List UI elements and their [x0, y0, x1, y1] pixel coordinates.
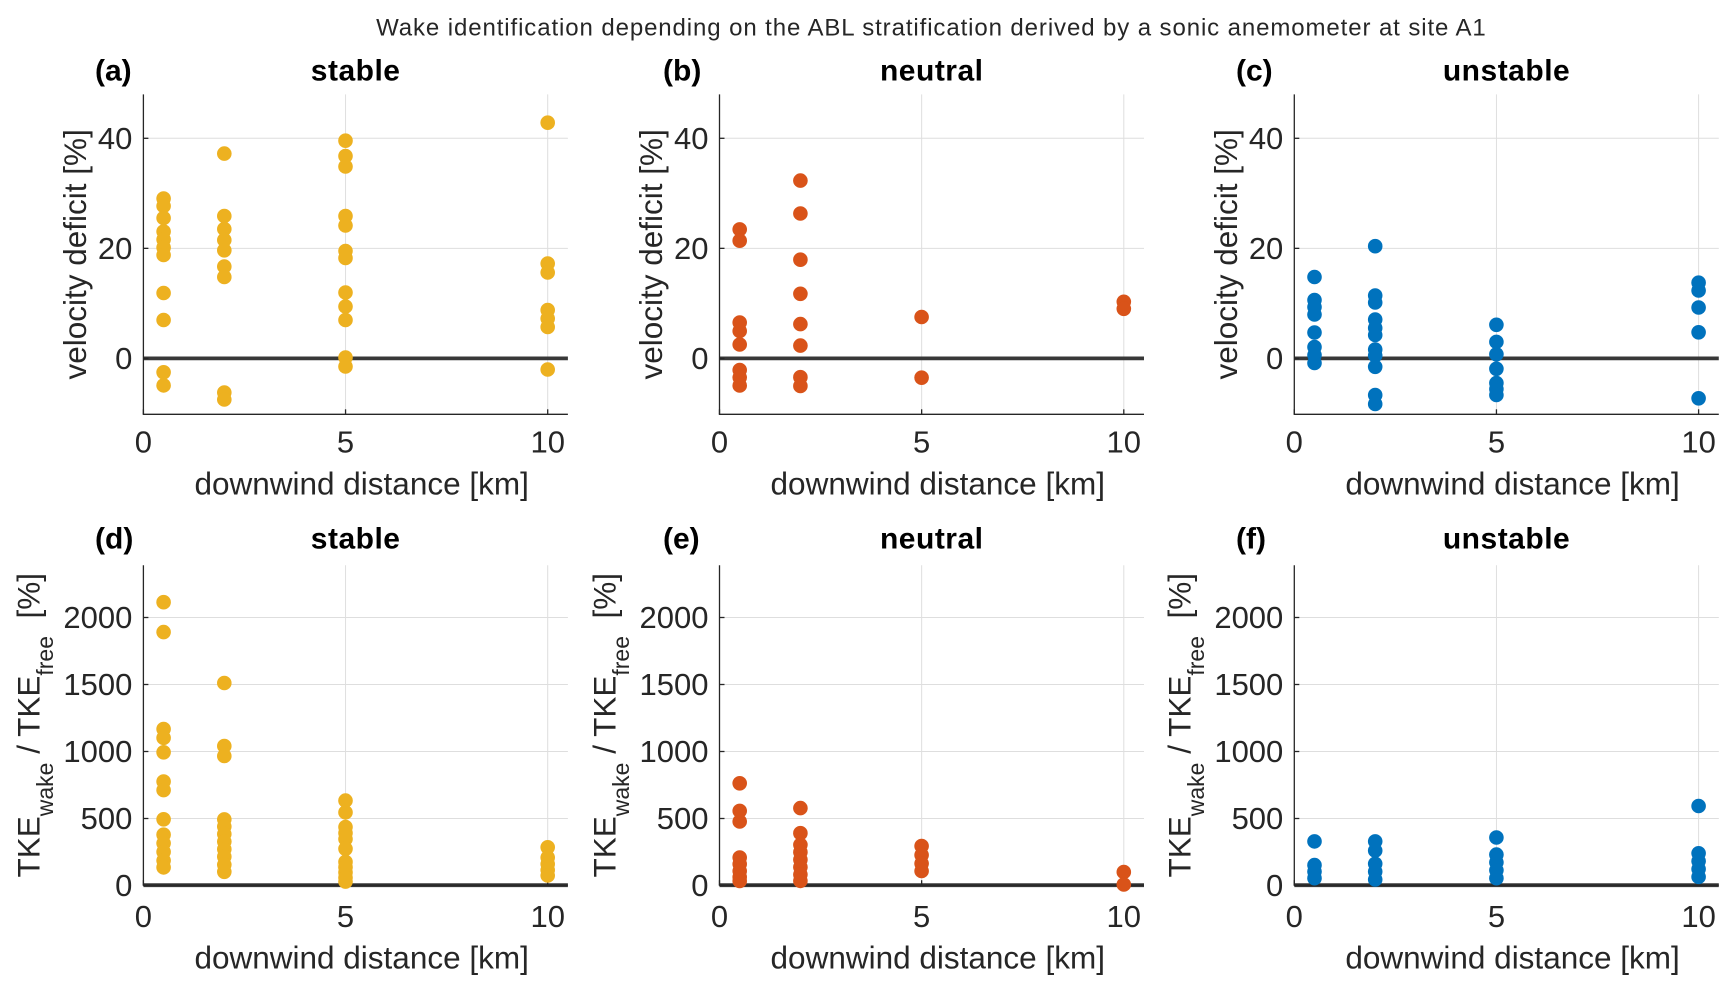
svg-text:0: 0 — [691, 341, 708, 376]
svg-text:stable: stable — [311, 522, 401, 555]
svg-text:0: 0 — [691, 868, 708, 903]
svg-text:0: 0 — [711, 425, 728, 460]
svg-text:(e): (e) — [663, 522, 700, 555]
svg-text:5: 5 — [913, 425, 930, 460]
svg-text:40: 40 — [1249, 121, 1283, 156]
svg-text:2000: 2000 — [640, 600, 709, 635]
svg-text:10: 10 — [1107, 899, 1141, 934]
svg-text:0: 0 — [115, 341, 132, 376]
svg-text:Wake identification depending: Wake identification depending on the ABL… — [376, 14, 1487, 41]
svg-text:10: 10 — [1681, 425, 1715, 460]
svg-text:(f): (f) — [1236, 522, 1266, 555]
svg-text:0: 0 — [135, 899, 152, 934]
svg-text:1000: 1000 — [63, 734, 132, 769]
svg-text:neutral: neutral — [880, 522, 984, 555]
svg-text:500: 500 — [657, 801, 709, 836]
svg-text:10: 10 — [1107, 425, 1141, 460]
svg-text:(a): (a) — [95, 55, 132, 88]
svg-text:(c): (c) — [1236, 55, 1273, 88]
svg-text:0: 0 — [1266, 868, 1283, 903]
svg-text:0: 0 — [711, 899, 728, 934]
svg-text:stable: stable — [311, 55, 401, 88]
svg-text:1000: 1000 — [1214, 734, 1283, 769]
svg-text:(d): (d) — [95, 522, 133, 555]
svg-text:0: 0 — [135, 425, 152, 460]
svg-text:5: 5 — [337, 425, 354, 460]
svg-text:(b): (b) — [663, 55, 701, 88]
svg-text:2000: 2000 — [1214, 600, 1283, 635]
svg-text:1500: 1500 — [1214, 667, 1283, 702]
svg-text:10: 10 — [530, 425, 564, 460]
svg-text:0: 0 — [1266, 341, 1283, 376]
svg-text:2000: 2000 — [63, 600, 132, 635]
svg-text:1000: 1000 — [640, 734, 709, 769]
svg-text:10: 10 — [1681, 899, 1715, 934]
svg-text:unstable: unstable — [1443, 522, 1570, 555]
svg-text:5: 5 — [1488, 899, 1505, 934]
svg-text:velocity deficit [%]: velocity deficit [%] — [1208, 129, 1244, 379]
svg-text:500: 500 — [81, 801, 133, 836]
svg-text:downwind distance [km]: downwind distance [km] — [1345, 465, 1679, 501]
svg-text:neutral: neutral — [880, 55, 984, 88]
svg-text:0: 0 — [1286, 899, 1303, 934]
svg-text:0: 0 — [1286, 425, 1303, 460]
svg-text:downwind distance [km]: downwind distance [km] — [194, 465, 528, 501]
svg-text:downwind distance [km]: downwind distance [km] — [194, 939, 528, 975]
svg-text:20: 20 — [674, 231, 708, 266]
svg-text:0: 0 — [115, 868, 132, 903]
svg-text:10: 10 — [530, 899, 564, 934]
svg-text:velocity deficit [%]: velocity deficit [%] — [57, 129, 93, 379]
svg-text:1500: 1500 — [63, 667, 132, 702]
svg-text:40: 40 — [98, 121, 132, 156]
svg-text:5: 5 — [1488, 425, 1505, 460]
svg-text:40: 40 — [674, 121, 708, 156]
svg-text:unstable: unstable — [1443, 55, 1570, 88]
svg-text:downwind distance [km]: downwind distance [km] — [1345, 939, 1679, 975]
svg-text:5: 5 — [337, 899, 354, 934]
svg-text:5: 5 — [913, 899, 930, 934]
svg-text:downwind distance [km]: downwind distance [km] — [771, 939, 1105, 975]
svg-text:20: 20 — [1249, 231, 1283, 266]
svg-text:downwind distance [km]: downwind distance [km] — [771, 465, 1105, 501]
svg-text:20: 20 — [98, 231, 132, 266]
svg-text:500: 500 — [1232, 801, 1284, 836]
svg-text:velocity deficit [%]: velocity deficit [%] — [633, 129, 669, 379]
svg-text:1500: 1500 — [640, 667, 709, 702]
